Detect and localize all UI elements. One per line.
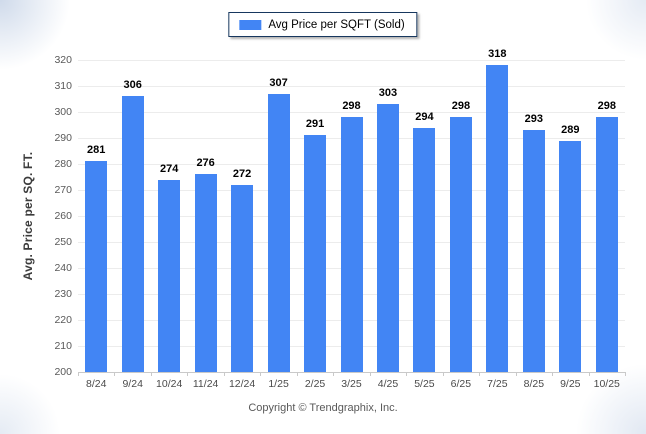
bar-value-label: 272 xyxy=(232,167,252,180)
bar-11/24 xyxy=(194,174,217,372)
x-axis-tick xyxy=(114,372,116,376)
bar-2/25 xyxy=(304,135,327,372)
bar-value-label: 298 xyxy=(342,100,361,113)
plot-area: 200 210 220 230 240 250 260 270 280 290 300 310 320 2… xyxy=(54,48,626,390)
y-tick-label: 250 xyxy=(54,236,72,248)
x-axis-tick xyxy=(588,372,590,376)
x-axis-tick xyxy=(515,372,517,376)
bar-value-label: 298 xyxy=(451,100,471,113)
y-gridline xyxy=(78,59,625,61)
y-gridline xyxy=(78,85,625,87)
y-tick-label: 260 xyxy=(54,210,72,222)
bar-12/24 xyxy=(231,184,254,372)
x-axis-tick xyxy=(296,372,298,376)
y-tick-label: 240 xyxy=(54,262,72,274)
y-tick-label: 270 xyxy=(54,184,72,196)
bar-7/25 xyxy=(486,65,509,372)
x-tick-label: 11/24 xyxy=(192,378,219,390)
x-axis-tick xyxy=(260,372,262,376)
chart-legend: Avg Price per SQFT (Sold) xyxy=(228,12,418,37)
bar-1/25 xyxy=(267,93,290,372)
bar-value-label: 276 xyxy=(196,157,215,170)
copyright-text: Copyright © Trendgraphix, Inc. xyxy=(248,402,398,414)
y-tick-label: 230 xyxy=(54,288,72,300)
x-tick-label: 9/24 xyxy=(122,378,143,390)
x-axis-tick xyxy=(406,372,408,376)
x-tick-label: 8/24 xyxy=(86,378,107,390)
bar-value-label: 307 xyxy=(269,76,288,89)
bar-8/25 xyxy=(522,130,545,372)
x-tick-label: 5/25 xyxy=(414,378,435,390)
x-tick-label: 10/25 xyxy=(593,378,620,390)
x-tick-label: 10/24 xyxy=(156,378,183,390)
x-tick-label: 2/25 xyxy=(304,378,326,390)
bar-value-label: 318 xyxy=(488,48,507,61)
y-tick-label: 320 xyxy=(54,54,72,66)
x-axis-line xyxy=(78,372,625,373)
x-axis-tick xyxy=(333,372,335,376)
legend-label: Avg Price per SQFT (Sold) xyxy=(268,18,405,31)
bar-value-label: 298 xyxy=(597,100,616,113)
x-axis-tick xyxy=(479,372,481,376)
y-tick-label: 210 xyxy=(54,340,72,352)
bar-value-label: 303 xyxy=(378,87,398,100)
x-axis-tick xyxy=(78,372,79,376)
x-axis-tick xyxy=(552,372,554,376)
bar-value-label: 306 xyxy=(123,79,142,92)
x-tick-label: 4/25 xyxy=(377,378,399,390)
x-tick-label: 12/24 xyxy=(228,378,256,390)
bar-9/24 xyxy=(121,96,144,372)
bar-9/25 xyxy=(559,140,582,372)
bar-4/25 xyxy=(376,104,399,372)
x-tick-label: 1/25 xyxy=(268,378,289,390)
bar-8/24 xyxy=(85,161,108,372)
bar-10/25 xyxy=(595,117,618,372)
x-axis-tick xyxy=(442,372,444,376)
x-axis-tick xyxy=(150,372,152,376)
x-tick-label: 3/25 xyxy=(341,378,362,390)
y-tick-label: 310 xyxy=(54,80,72,92)
x-axis-tick xyxy=(369,372,371,376)
x-tick-label: 9/25 xyxy=(560,378,581,390)
y-tick-label: 200 xyxy=(54,366,72,378)
bar-value-label: 274 xyxy=(159,162,179,175)
bar-value-label: 293 xyxy=(524,113,543,126)
bar-value-label: 281 xyxy=(87,144,106,157)
x-tick-label: 6/25 xyxy=(450,378,472,390)
bar-3/25 xyxy=(340,117,363,372)
x-axis-tick xyxy=(187,372,189,376)
y-tick-label: 290 xyxy=(54,132,72,144)
bar-value-label: 289 xyxy=(561,123,580,136)
y-tick-label: 300 xyxy=(54,106,72,118)
x-axis-tick xyxy=(625,372,626,376)
x-tick-label: 7/25 xyxy=(487,378,508,390)
y-tick-label: 220 xyxy=(54,314,72,326)
bar-6/25 xyxy=(449,117,472,372)
bar-value-label: 294 xyxy=(415,110,434,123)
bar-5/25 xyxy=(413,127,436,372)
bar-10/24 xyxy=(158,179,181,372)
y-tick-label: 280 xyxy=(54,158,72,170)
x-axis-tick xyxy=(223,372,225,376)
bar-value-label: 291 xyxy=(305,118,325,131)
y-gridline xyxy=(78,111,625,113)
legend-swatch-avg-price xyxy=(239,19,262,30)
x-tick-label: 8/25 xyxy=(523,378,545,390)
